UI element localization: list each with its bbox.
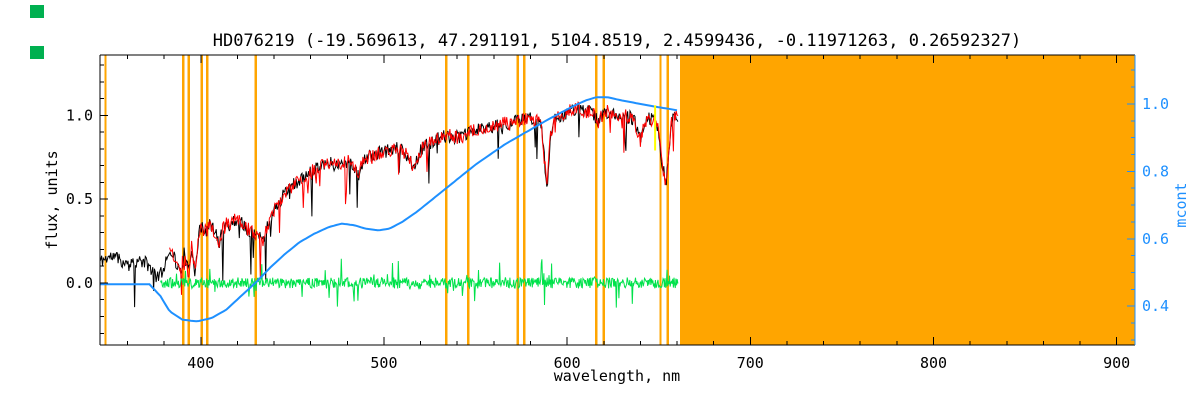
mcont-tick-label: 1.0	[1142, 95, 1169, 113]
green-residual-series	[160, 258, 679, 308]
x-axis-label: wavelength, nm	[554, 367, 680, 385]
corner-marker-square	[30, 46, 44, 59]
x-tick-label: 500	[370, 354, 397, 372]
black-spectrum-series	[99, 102, 679, 308]
x-tick-label: 800	[920, 354, 947, 372]
flux-tick-label: 0.5	[66, 190, 93, 208]
mcont-tick-label: 0.6	[1142, 230, 1169, 248]
corner-marker-square	[30, 5, 44, 18]
tick-labels-layer: 400 500 600 700 800 900 0.0 0.5 1.0 0.4 0.6 0.8 1.0	[66, 95, 1169, 372]
axes-layer	[99, 54, 1136, 346]
no-data-band-layer	[679, 55, 1135, 345]
x-tick-label: 600	[554, 354, 581, 372]
series-layer	[99, 96, 679, 323]
x-tick-label: 700	[737, 354, 764, 372]
x-tick-label: 400	[187, 354, 214, 372]
y-axis-label-mcont: mcont	[1172, 182, 1190, 227]
mcont-tick-label: 0.4	[1142, 297, 1169, 315]
plot-title: HD076219 (-19.569613, 47.291191, 5104.85…	[213, 31, 1022, 51]
no-data-band	[679, 55, 1135, 345]
flux-tick-label: 1.0	[66, 106, 93, 124]
feature-lines-layer	[104, 55, 670, 345]
red-fit-series	[169, 101, 679, 295]
blue-mcont-series	[100, 96, 678, 323]
y-axis-label-flux: flux, units	[43, 150, 61, 249]
corner-markers-layer	[30, 5, 44, 59]
flux-tick-label: 0.0	[66, 274, 93, 292]
x-tick-label: 900	[1103, 354, 1130, 372]
mcont-tick-label: 0.8	[1142, 162, 1169, 180]
